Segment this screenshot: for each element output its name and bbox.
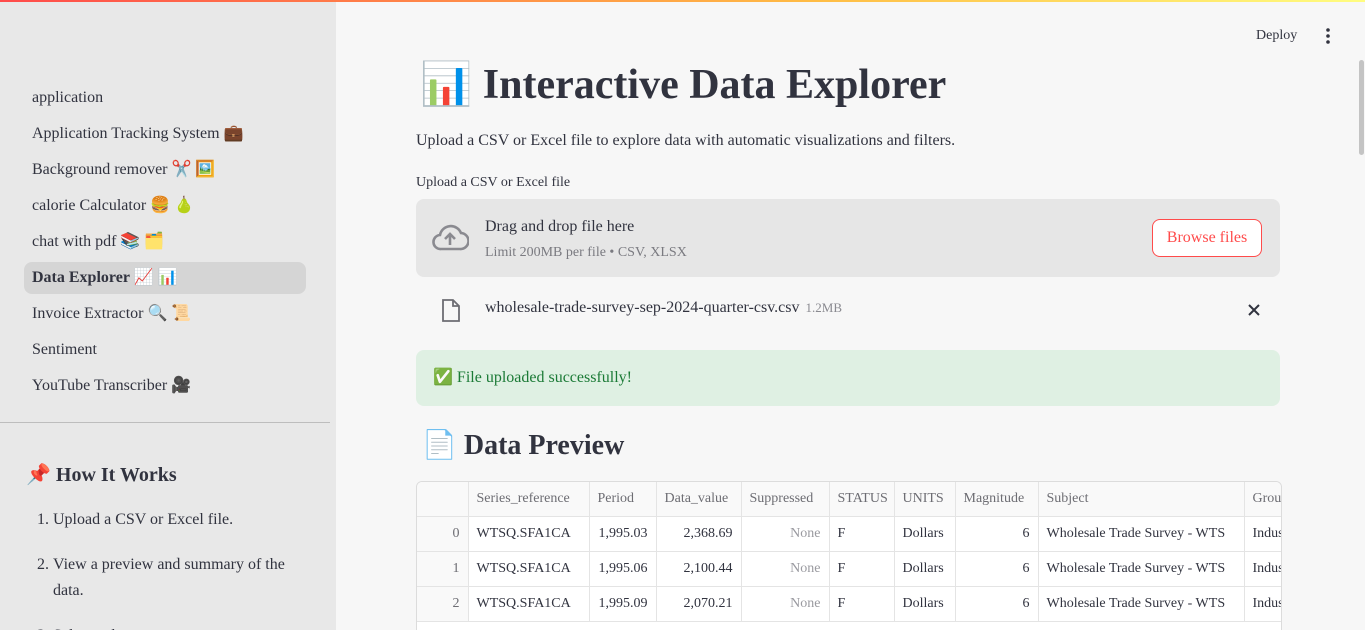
preview-title: 📄 Data Preview — [422, 430, 625, 461]
upload-icon — [432, 224, 469, 251]
table-cell: Industry — [1244, 516, 1281, 552]
column-header: Series_reference — [468, 482, 590, 517]
page-title: 📊 Interactive Data Explorer — [420, 62, 947, 108]
table-cell: None — [741, 516, 830, 552]
step: Select columns to generate — [53, 623, 303, 630]
column-header: UNITS — [894, 482, 956, 517]
nav-link[interactable]: Data Explorer 📈 📊 — [24, 262, 306, 294]
table-cell: WTSQ.SFA1CA — [468, 551, 590, 587]
table-cell: Wholesale Trade Survey - WTS — [1038, 586, 1245, 622]
nav-link[interactable]: calorie Calculator 🍔 🍐 — [32, 197, 195, 214]
top-decoration — [0, 0, 1365, 2]
column-header: Period — [589, 482, 657, 517]
table-cell: None — [741, 586, 830, 622]
nav-link[interactable]: chat with pdf 📚 🗂️ — [32, 233, 165, 250]
scrollbar — [1359, 60, 1364, 155]
column-header — [417, 482, 469, 517]
row-index: 1 — [417, 551, 469, 587]
table-cell: 6 — [955, 551, 1039, 587]
column-header: Magnitude — [955, 482, 1039, 517]
table-cell: Wholesale Trade Survey - WTS — [1038, 516, 1245, 552]
table-cell: 1,995.09 — [589, 586, 657, 622]
limit-text: Limit 200MB per file • CSV, XLSX — [485, 245, 687, 260]
table-cell: 2,070.21 — [656, 586, 742, 622]
file-size: 1.2MB — [805, 300, 842, 315]
row-index: 2 — [417, 586, 469, 622]
uploader-label: Upload a CSV or Excel file — [416, 175, 571, 190]
file-name-row: wholesale-trade-survey-sep-2024-quarter-… — [485, 299, 842, 317]
browse-button[interactable]: Browse files — [1152, 219, 1262, 257]
file-icon — [442, 299, 460, 322]
sidebar: application Application Tracking System 💼… — [0, 2, 336, 630]
table-header: Series_reference Period Data_value Suppress… — [417, 482, 1281, 517]
deploy-button[interactable]: Deploy — [1256, 28, 1298, 43]
table-cell: Dollars — [894, 551, 956, 587]
column-header: STATUS — [829, 482, 895, 517]
main-menu-button[interactable] — [1320, 27, 1336, 45]
table: Series_reference Period Data_value Suppress… — [417, 482, 1281, 622]
row-index: 0 — [417, 516, 469, 552]
table-cell: Wholesale Trade Survey - WTS — [1038, 551, 1245, 587]
nav-link[interactable]: Background remover ✂️ 🖼️ — [32, 161, 216, 178]
column-header: Suppressed — [741, 482, 830, 517]
table-cell: F — [829, 586, 895, 622]
table-cell: Industry — [1244, 551, 1281, 587]
table-cell: F — [829, 516, 895, 552]
drop-text: Drag and drop file here — [485, 218, 635, 235]
how-steps: Upload a CSV or Excel file. View a previe… — [22, 507, 303, 630]
remove-file-button[interactable] — [1247, 303, 1261, 317]
nav-link[interactable]: application — [32, 89, 104, 106]
table-cell: 1,995.03 — [589, 516, 657, 552]
file-uploader[interactable]: Drag and drop file here Limit 200MB per … — [416, 199, 1280, 277]
table-cell: 2,100.44 — [656, 551, 742, 587]
table-row: 1 WTSQ.SFA1CA 1,995.06 2,100.44 None F Dollars… — [417, 551, 1281, 587]
column-header: Data_value — [656, 482, 742, 517]
table-cell: 6 — [955, 516, 1039, 552]
table-cell: Dollars — [894, 586, 956, 622]
table-cell: Dollars — [894, 516, 956, 552]
table-cell: None — [741, 551, 830, 587]
step: View a preview and summary of the data. — [53, 552, 303, 604]
how-title: 📌 How It Works — [26, 464, 177, 486]
nav-link[interactable]: YouTube Transcriber 🎥 — [32, 377, 192, 394]
nav-link[interactable]: Application Tracking System 💼 — [32, 125, 244, 142]
table-row: 0 WTSQ.SFA1CA 1,995.03 2,368.69 None F Dollars… — [417, 516, 1281, 552]
table-cell: F — [829, 551, 895, 587]
table-cell: Industry — [1244, 586, 1281, 622]
column-header: Subject — [1038, 482, 1245, 517]
table-cell: 2,368.69 — [656, 516, 742, 552]
success-alert: ✅ File uploaded successfully! — [416, 350, 1280, 406]
sidebar-divider — [0, 422, 330, 423]
column-header: Group — [1244, 482, 1281, 517]
nav-link[interactable]: Sentiment — [32, 341, 97, 358]
data-table: Series_reference Period Data_value Suppress… — [416, 481, 1282, 630]
table-cell: 1,995.06 — [589, 551, 657, 587]
table-cell: WTSQ.SFA1CA — [468, 516, 590, 552]
sidebar-nav: application Application Tracking System 💼… — [24, 82, 306, 406]
table-row: 2 WTSQ.SFA1CA 1,995.09 2,070.21 None F Dollars… — [417, 586, 1281, 622]
description: Upload a CSV or Excel file to explore da… — [416, 132, 956, 149]
step: Upload a CSV or Excel file. — [53, 507, 303, 533]
nav-link[interactable]: Invoice Extractor 🔍 📜 — [32, 305, 192, 322]
table-cell: 6 — [955, 586, 1039, 622]
table-body: 0 WTSQ.SFA1CA 1,995.03 2,368.69 None F Dollars… — [417, 516, 1281, 622]
file-name: wholesale-trade-survey-sep-2024-quarter-… — [485, 299, 800, 316]
table-cell: WTSQ.SFA1CA — [468, 586, 590, 622]
